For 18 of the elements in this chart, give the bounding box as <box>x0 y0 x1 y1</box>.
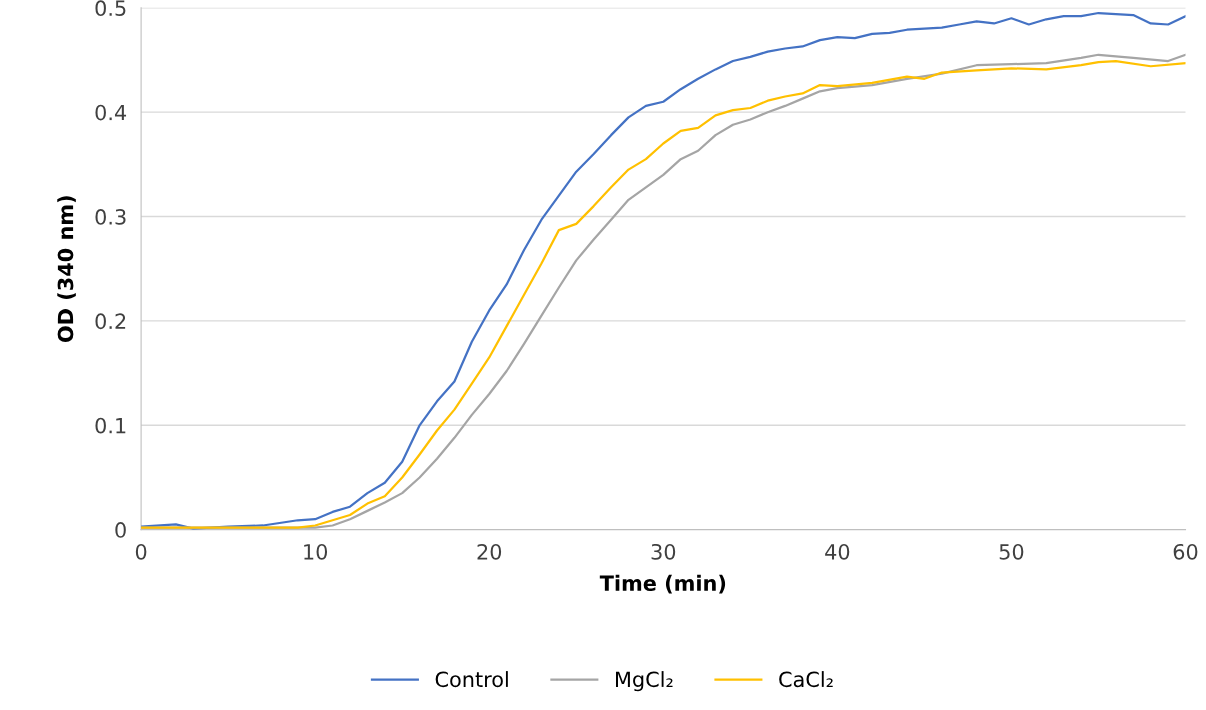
x-axis-title: Time (min) <box>599 574 726 594</box>
x-tick-label: 60 <box>1173 543 1198 560</box>
y-tick-label: 0.1 <box>95 417 126 434</box>
y-tick-label: 0.3 <box>95 209 126 225</box>
x-tick-label: 0 <box>135 543 147 560</box>
legend-label: MgCl₂ <box>616 671 673 692</box>
x-tick-label: 50 <box>999 543 1024 560</box>
legend-label: CaCl₂ <box>779 671 833 688</box>
legend-label: Control <box>435 671 508 688</box>
y-tick-label: 0 <box>115 522 126 538</box>
x-tick-label: 40 <box>825 543 850 560</box>
x-tick-label: 10 <box>304 543 328 560</box>
y-tick-label: 0.5 <box>95 0 126 17</box>
y-tick-label: 0.4 <box>95 104 127 121</box>
y-tick-label: 0.2 <box>95 313 126 330</box>
y-axis-title: OD (340 nm) <box>57 196 76 342</box>
x-tick-label: 30 <box>651 543 676 560</box>
x-tick-label: 20 <box>477 543 502 560</box>
